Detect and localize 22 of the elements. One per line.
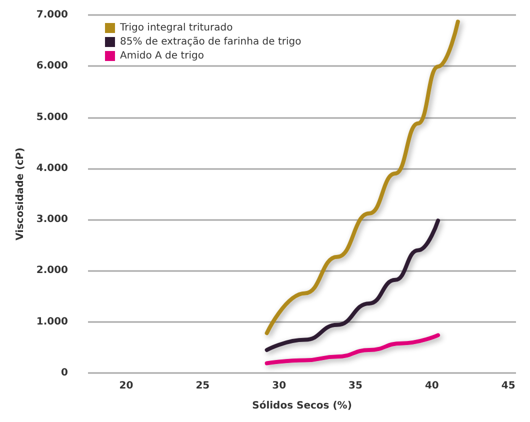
- x-tick-label: 20: [119, 380, 134, 392]
- legend-label: Trigo integral triturado: [119, 22, 233, 34]
- y-tick-label: 3.000: [36, 214, 68, 226]
- line-series: [264, 333, 440, 366]
- y-tick-label: 6.000: [36, 60, 68, 72]
- x-axis-title: Sólidos Secos (%): [252, 400, 352, 412]
- x-tick-label: 25: [196, 380, 210, 392]
- y-tick-label: 4.000: [36, 162, 68, 174]
- x-tick-label: 40: [424, 380, 439, 392]
- y-tick-label: 1.000: [36, 316, 68, 328]
- x-tick-label: 30: [272, 380, 286, 392]
- x-tick-label: 45: [501, 380, 516, 392]
- legend-label: 85% de extração de farinha de trigo: [120, 36, 302, 48]
- y-tick-label: 2.000: [36, 265, 68, 276]
- x-tick-label: 35: [348, 380, 362, 392]
- legend-label: Amido A de trigo: [120, 50, 204, 62]
- y-axis-title: Viscosidade (cP): [14, 148, 26, 240]
- y-tick-label: 0: [61, 368, 68, 378]
- line-series: [264, 218, 440, 352]
- y-tick-label: 7.000: [36, 10, 68, 20]
- line-series: [264, 20, 460, 336]
- y-tick-label: 5.000: [36, 112, 68, 123]
